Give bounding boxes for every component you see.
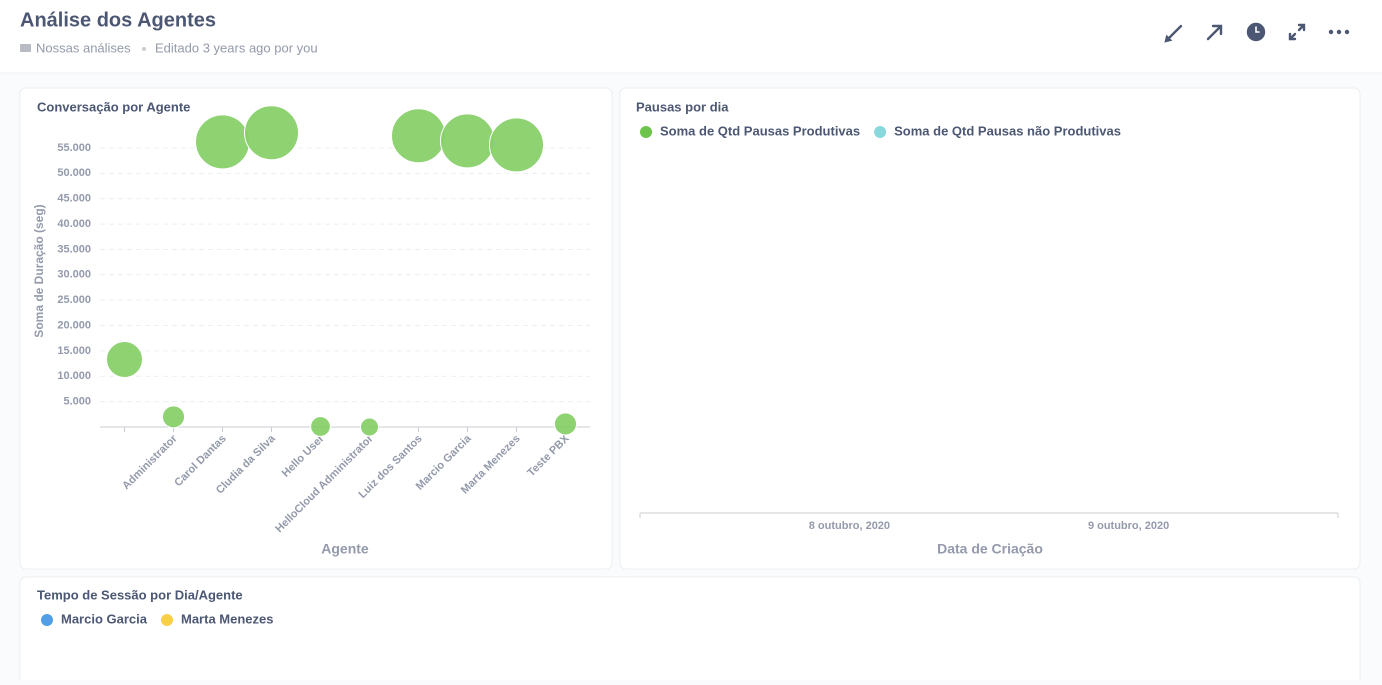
chart-title: Conversação por Agente bbox=[37, 99, 190, 114]
legend-label: Marta Menezes bbox=[181, 611, 273, 626]
y-tick-label: 10.000 bbox=[57, 370, 91, 382]
clock-hand bbox=[1255, 26, 1260, 33]
chart-title: Pausas por dia bbox=[636, 99, 729, 114]
y-tick-label: 55.000 bbox=[57, 142, 91, 154]
legend-label: Soma de Qtd Pausas não Produtivas bbox=[894, 123, 1121, 138]
card bbox=[619, 87, 1361, 570]
card bbox=[19, 87, 613, 570]
bubble bbox=[391, 108, 446, 164]
y-tick-label: 15.000 bbox=[57, 345, 91, 357]
y-tick-label: 35.000 bbox=[57, 243, 91, 255]
bubble bbox=[195, 114, 250, 170]
collection-link[interactable]: Nossas análises bbox=[36, 40, 131, 55]
more-button[interactable] bbox=[1328, 29, 1350, 35]
y-tick-label: 20.000 bbox=[57, 319, 91, 331]
legend-dot bbox=[874, 126, 887, 138]
bubble bbox=[106, 341, 143, 379]
x-tick-label: 8 outubro, 2020 bbox=[809, 520, 890, 532]
bubble bbox=[553, 412, 578, 436]
bubble bbox=[489, 117, 544, 173]
bubble bbox=[360, 417, 379, 437]
dashboard-title: Análise dos Agentes bbox=[20, 9, 216, 31]
edit-button[interactable] bbox=[1164, 24, 1183, 43]
bubble bbox=[161, 405, 186, 429]
chart-title: Tempo de Sessão por Dia/Agente bbox=[37, 587, 243, 602]
legend-label: Soma de Qtd Pausas Produtivas bbox=[660, 123, 860, 138]
legend-dot bbox=[640, 126, 652, 138]
y-axis-label: Soma de Duração (seg) bbox=[32, 204, 46, 337]
edited-info: Editado 3 years ago por you bbox=[155, 40, 318, 55]
y-tick-label: 50.000 bbox=[57, 167, 91, 179]
y-tick-label: 45.000 bbox=[57, 193, 91, 205]
y-tick-label: 25.000 bbox=[57, 294, 91, 306]
separator bbox=[142, 47, 146, 51]
legend-dot bbox=[41, 614, 53, 626]
folder-icon bbox=[20, 44, 31, 52]
y-tick-label: 5.000 bbox=[63, 396, 91, 408]
card bbox=[19, 576, 1361, 685]
legend-dot bbox=[161, 614, 173, 626]
header bbox=[0, 0, 1382, 73]
bubble bbox=[440, 113, 495, 169]
share-button[interactable] bbox=[1206, 24, 1223, 41]
x-tick-label: 9 outubro, 2020 bbox=[1088, 520, 1169, 532]
y-tick-label: 30.000 bbox=[57, 269, 91, 281]
bubble bbox=[310, 416, 331, 437]
bubble bbox=[244, 105, 299, 161]
x-axis-label: Agente bbox=[321, 541, 369, 557]
legend-label: Marcio Garcia bbox=[61, 611, 148, 626]
y-tick-label: 40.000 bbox=[57, 218, 91, 230]
x-axis-label: Data de Criação bbox=[937, 541, 1043, 557]
fullscreen-button[interactable] bbox=[1288, 23, 1306, 41]
